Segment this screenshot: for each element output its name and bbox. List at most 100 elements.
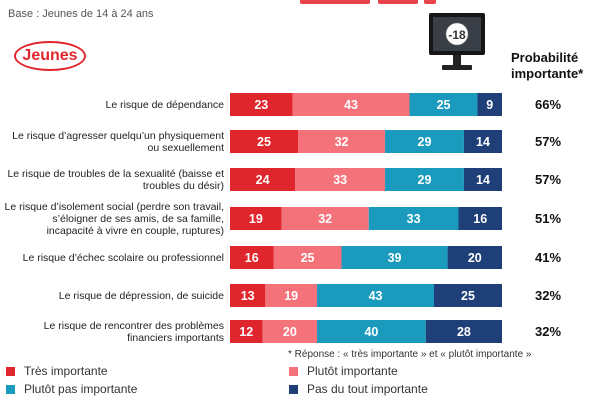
bar-segment [230,284,266,307]
bar-value-label: 40 [364,325,378,339]
bar-segment [463,130,502,153]
bar-segment [409,93,478,116]
legend-item-tres-importante: Très importante [6,364,108,378]
probability-header: Probabilité importante* [511,50,599,82]
bar-value-label: 16 [473,212,487,226]
bar-value-label: 25 [437,98,451,112]
bar-value-label: 33 [333,173,347,187]
legend-item-plutot-importante: Plutôt importante [289,364,398,378]
monitor-label: -18 [448,28,466,42]
bar-segment [317,320,426,343]
legend-item-plutot-pas-importante: Plutôt pas importante [6,382,137,396]
bar-segment [230,93,293,116]
bar-segment [434,284,502,307]
bar-segment [262,320,318,343]
category-label: Le risque de dépendance [0,99,224,111]
bar-segment [463,168,502,191]
bar-value-label: 14 [476,135,490,149]
category-label: Le risque de rencontrer des problèmes fin… [0,320,224,344]
bar-value-label: 43 [344,98,358,112]
bar-segment [273,246,342,269]
bar-value-label: 16 [245,251,259,265]
bar-value-label: 32 [335,135,349,149]
bar-segment [230,246,274,269]
base-note: Base : Jeunes de 14 à 24 ans [8,8,154,20]
category-label: Le risque d’échec scolaire ou profession… [0,252,224,264]
bar-segment [295,168,386,191]
category-label-line: Le risque de dépendance [105,98,224,111]
bar-segment [265,284,318,307]
bar-segment [385,168,464,191]
probability-value: 32% [534,288,562,303]
bar-segment [230,207,282,230]
legend-label: Très importante [24,364,108,378]
bar-segment [341,246,448,269]
accent-mark [378,0,418,4]
probability-header-line1: Probabilité [511,50,579,65]
bar-value-label: 20 [283,325,297,339]
category-label-line: s’éloigner de ses amis, de sa famille, [52,212,224,225]
bar-segment [425,320,502,343]
bar-value-label: 14 [476,173,490,187]
bar-segment [317,284,434,307]
bar-value-label: 33 [407,212,421,226]
jeunes-logo: Jeunes [14,41,86,71]
bar-value-label: 19 [249,212,263,226]
bar-segment [281,207,369,230]
bar-value-label: 23 [254,98,268,112]
bar-value-label: 13 [241,289,255,303]
category-label-line: Le risque de troubles de la sexualité (b… [7,167,224,180]
bar-value-label: 9 [486,98,493,112]
category-label-line: Le risque d’agresser quelqu’un physiquem… [12,129,224,142]
bar-value-label: 25 [257,135,271,149]
legend-label: Plutôt importante [307,364,398,378]
legend-swatch [289,384,298,394]
monitor-icon: -18 [429,13,485,70]
legend: Très importante Plutôt importante Plutôt… [4,361,600,399]
bar-value-label: 25 [301,251,315,265]
bar-value-label: 29 [418,173,432,187]
bar-segment [477,93,502,116]
legend-label: Plutôt pas importante [24,382,138,396]
probability-header-line2: importante* [511,66,584,81]
bar-value-label: 28 [457,325,471,339]
footnote: * Réponse : « très importante » et « plu… [288,349,532,360]
bar-value-label: 25 [461,289,475,303]
bar-value-label: 39 [388,251,402,265]
bar-value-label: 43 [369,289,383,303]
category-label: Le risque d’isolement social (perdre son… [0,201,224,237]
jeunes-logo-text: Jeunes [22,47,78,64]
bar-segment [292,93,410,116]
bar-segment [447,246,502,269]
bar-segment [230,130,298,153]
bar-segment [230,320,263,343]
bar-value-label: 19 [284,289,298,303]
bar-segment [298,130,386,153]
accent-mark [300,0,370,4]
probability-value: 57% [534,172,562,187]
category-label: Le risque de troubles de la sexualité (b… [0,168,224,192]
bar-value-label: 12 [239,325,253,339]
category-label-line: ou sexuellement [147,141,224,154]
bar-segment [368,207,459,230]
category-label-line: Le risque de rencontrer des problèmes [43,319,224,332]
category-label-line: incapacité à vivre en couple, ruptures) [46,224,224,237]
legend-swatch [289,366,298,376]
bar-value-label: 24 [256,173,270,187]
legend-swatch [6,384,15,394]
probability-value: 41% [534,250,562,265]
probability-value: 51% [534,211,562,226]
category-label-line: Le risque de dépression, de suicide [58,289,224,302]
category-label: Le risque de dépression, de suicide [0,290,224,302]
bar-segment [385,130,464,153]
category-label-line: Le risque d’échec scolaire ou profession… [22,251,224,264]
bar-value-label: 29 [418,135,432,149]
accent-mark [424,0,436,4]
top-accent-band [0,0,600,4]
category-label-line: troubles du désir) [142,179,224,192]
legend-item-pas-du-tout-importante: Pas du tout importante [289,382,428,396]
bar-segment [230,168,296,191]
probability-value: 57% [534,134,562,149]
legend-swatch [6,366,15,376]
